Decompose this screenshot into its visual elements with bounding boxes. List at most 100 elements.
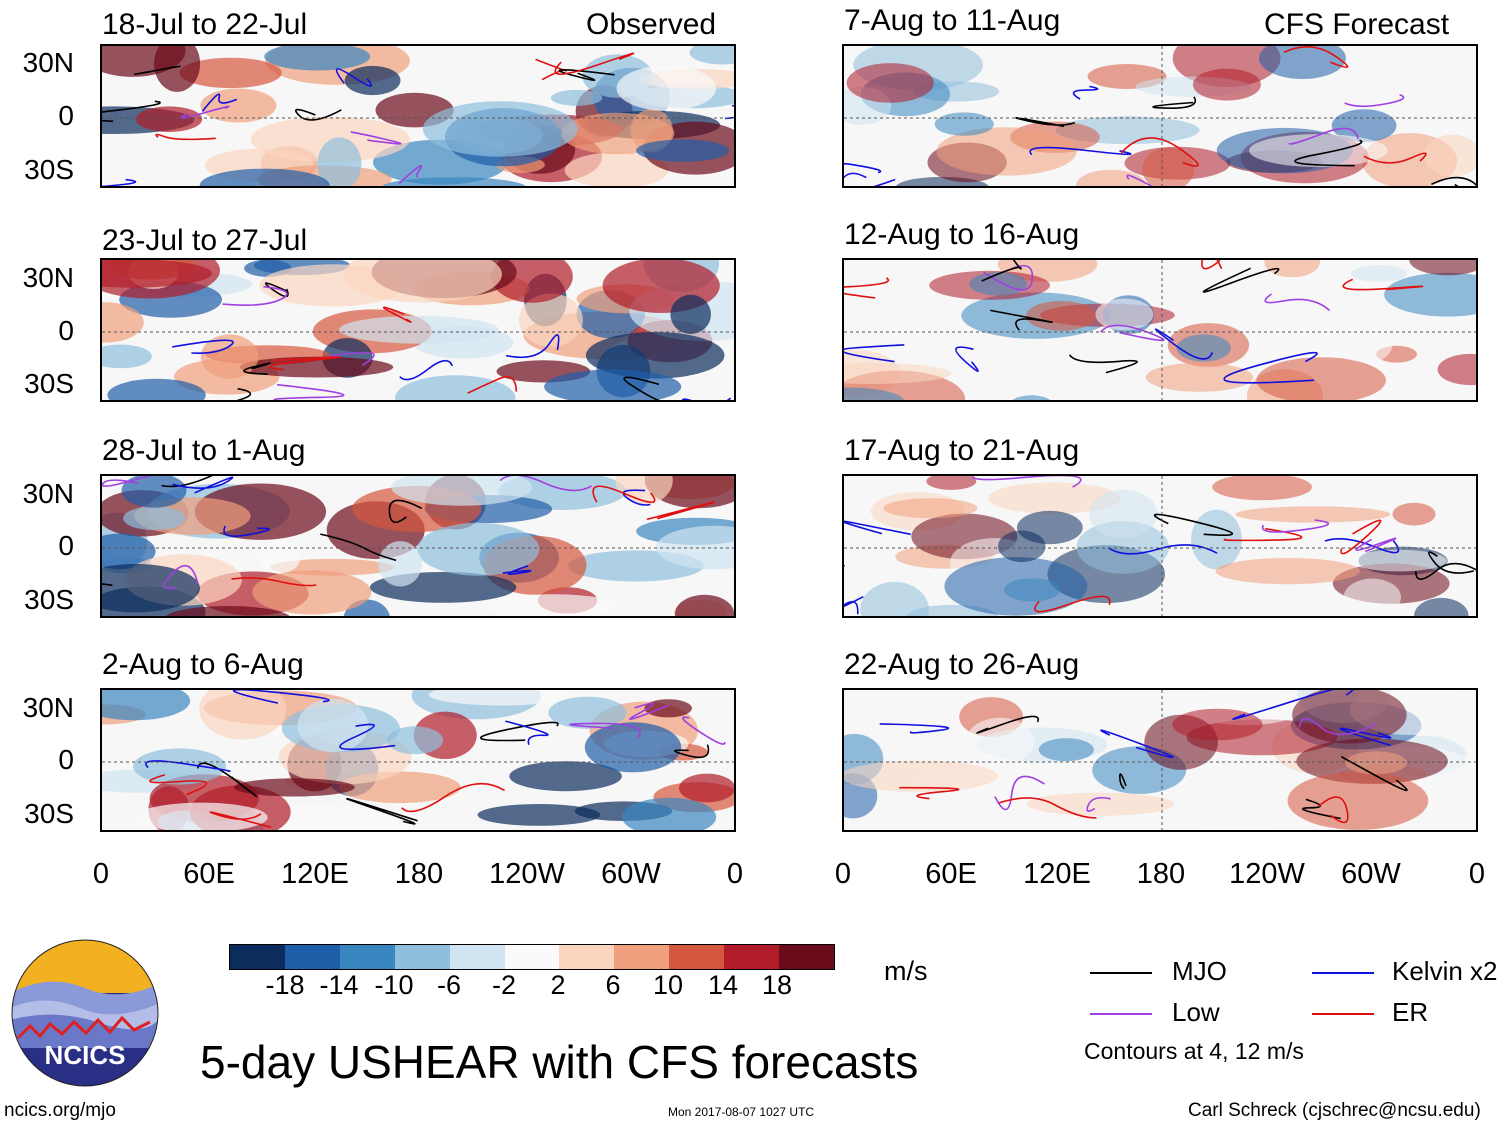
wave-contour: [1029, 146, 1132, 156]
shear-anomaly-blob: [509, 761, 622, 792]
wave-contour: [243, 362, 271, 375]
shear-anomaly-blob: [585, 332, 725, 379]
colorbar-swatch: [669, 945, 725, 969]
shear-anomaly-blob: [1350, 265, 1407, 282]
wave-contour: [102, 476, 151, 487]
wave-contour: [682, 716, 726, 745]
lat-label-30s-4: 30S: [24, 798, 74, 829]
wave-contour: [1344, 94, 1405, 108]
shear-anomaly-blob: [1235, 506, 1391, 523]
panel-tag-observed: Observed: [586, 8, 717, 41]
wave-contour: [382, 306, 412, 323]
wave-contour: [1363, 152, 1427, 164]
wave-contour: [134, 65, 181, 76]
shear-anomaly-blob: [584, 722, 682, 773]
wave-contour: [1232, 690, 1355, 720]
wave-contour: [330, 351, 375, 367]
colorbar-label: -2: [491, 970, 516, 1000]
lon-label-60e-fc: 60E: [925, 858, 977, 890]
shear-anomaly-blob: [564, 152, 669, 186]
shear-anomaly-blob: [107, 378, 206, 400]
colorbar-swatch: [559, 945, 615, 969]
wave-contour: [209, 811, 272, 829]
wave-contour: [1154, 328, 1214, 360]
shear-anomaly-blob: [1026, 792, 1175, 816]
shear-anomaly-blob: [1414, 597, 1469, 616]
shear-anomaly-blob: [1095, 298, 1154, 331]
colorbar-swatch: [614, 945, 670, 969]
wave-contour: [681, 397, 732, 400]
wave-contour: [102, 178, 137, 186]
wave-contour: [1298, 717, 1376, 736]
shear-anomaly-blob: [1256, 357, 1386, 400]
wave-contour: [983, 264, 1034, 291]
wave-contour: [1223, 527, 1303, 542]
wave-contour: [102, 100, 161, 122]
panel-tag-cfs-forecast: CFS Forecast: [1264, 8, 1450, 41]
wave-contour: [222, 285, 288, 306]
shear-anomaly-blob: [636, 139, 729, 162]
shear-anomaly-blob: [422, 101, 578, 157]
shear-anomaly-blob: [1258, 46, 1346, 79]
wave-contour: [1288, 127, 1359, 145]
wave-contour: [844, 520, 911, 536]
shear-anomaly-blob: [883, 498, 978, 519]
shear-anomaly-blob: [102, 563, 200, 613]
colorbar-label: 10: [652, 970, 684, 1000]
wave-contour: [163, 564, 199, 590]
wave-contour: [346, 797, 418, 825]
shear-anomaly-blob: [969, 272, 1028, 296]
lon-label-120w-left: 120W: [489, 858, 565, 890]
wave-contour: [646, 501, 715, 521]
shear-anomaly-blob: [1264, 260, 1320, 278]
wave-contour: [1342, 278, 1424, 291]
panel-title-obs-4: 2-Aug to 6-Aug: [102, 648, 304, 681]
legend-line-kelvin: [1312, 972, 1374, 974]
shear-anomaly-blob: [622, 797, 717, 830]
lon-label-0-fc-end: 0: [1468, 858, 1486, 890]
shear-anomaly-blob: [250, 116, 410, 163]
wave-contour: [1118, 773, 1127, 790]
panel-title-fcst-3: 17-Aug to 21-Aug: [844, 434, 1080, 467]
shear-anomaly-blob: [257, 540, 301, 574]
wave-contour: [350, 131, 402, 145]
wave-contour: [232, 690, 330, 704]
map-panel-fcst-3: [842, 474, 1478, 618]
lat-label-30s-3: 30S: [24, 584, 74, 615]
lon-label-0-right-end: 0: [726, 858, 744, 890]
wave-contour: [623, 376, 663, 400]
shear-anomaly-blob: [616, 65, 717, 111]
shear-anomaly-blob: [689, 46, 734, 65]
shear-anomaly-blob: [1026, 301, 1096, 331]
footer-author: Carl Schreck (cjschrec@ncsu.edu): [1188, 1100, 1481, 1121]
colorbar: [229, 944, 835, 970]
wave-contour: [505, 720, 549, 745]
lat-label-30s-2: 30S: [24, 368, 74, 399]
lon-label-60e-left: 60E: [183, 858, 235, 890]
colorbar-swatch: [779, 945, 834, 969]
wave-contour: [955, 346, 979, 373]
wave-contour: [502, 565, 532, 575]
footer-website[interactable]: ncics.org/mjo: [4, 1100, 116, 1121]
shear-anomaly-blob: [1012, 395, 1050, 400]
shear-anomaly-blob: [477, 804, 601, 826]
shear-anomaly-blob: [1331, 109, 1397, 143]
wave-contour: [976, 715, 1040, 734]
wave-contour: [161, 476, 213, 488]
shear-anomaly-blob: [1176, 334, 1231, 362]
wave-contour: [1261, 519, 1329, 533]
shear-anomaly-blob: [428, 690, 575, 706]
wave-contour: [981, 260, 1022, 282]
wave-contour: [1294, 139, 1363, 167]
shear-anomaly-blob: [199, 168, 330, 186]
lat-label-30n-4: 30N: [22, 692, 74, 723]
shear-anomaly-blob: [135, 802, 268, 830]
wave-contour: [1068, 354, 1138, 374]
shear-anomaly-blob: [675, 594, 734, 616]
shear-anomaly-blob: [102, 344, 152, 369]
lon-label-180-fc: 180: [1136, 858, 1186, 890]
wave-contour: [197, 762, 258, 798]
wave-contour: [844, 277, 889, 299]
wave-contour: [1120, 137, 1199, 167]
shear-anomaly-blob: [299, 815, 413, 830]
